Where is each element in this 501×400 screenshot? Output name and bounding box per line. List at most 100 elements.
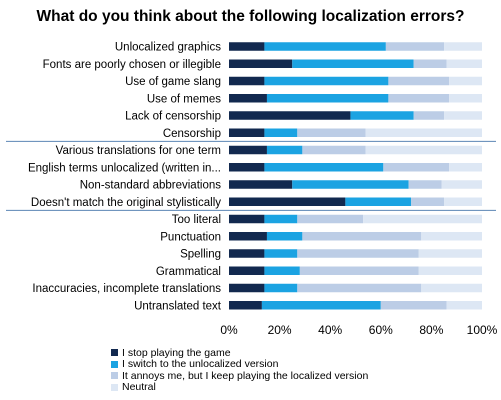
legend-label: I switch to the unlocalized version xyxy=(122,358,279,371)
bar-segment-15-series-1 xyxy=(229,283,265,293)
bar-segment-16-series-2 xyxy=(261,301,381,310)
bar-segment-1-series-2 xyxy=(264,42,386,51)
category-label: Doesn't match the original stylistically xyxy=(31,197,221,209)
bar-segment-10-series-2 xyxy=(345,197,412,206)
bar-segment-4-series-4 xyxy=(449,94,482,103)
bar-segment-7-series-3 xyxy=(302,145,366,155)
legend-swatch xyxy=(111,360,118,368)
bar-segment-11-series-1 xyxy=(229,214,265,224)
legend-label: Neutral xyxy=(122,381,156,394)
bar-segment-15-series-4 xyxy=(421,283,482,293)
legend-item: It annoys me, but I keep playing the loc… xyxy=(111,370,368,382)
bar-segment-15-series-2 xyxy=(264,283,298,293)
bar-segment-14-series-3 xyxy=(299,266,419,275)
category-label: Unlocalized graphics xyxy=(115,42,221,54)
x-tick-label: 100% xyxy=(467,323,498,337)
bar-segment-9-series-2 xyxy=(292,180,409,189)
bar-segment-13-series-4 xyxy=(418,249,482,258)
bar-segment-5-series-2 xyxy=(350,111,414,120)
category-label: Spelling xyxy=(180,249,221,261)
bar-segment-6-series-3 xyxy=(297,128,366,137)
bar-segment-14-series-1 xyxy=(229,266,265,275)
x-tick-label: 60% xyxy=(369,323,393,337)
bar-segment-7-series-1 xyxy=(229,145,267,155)
bar-segment-12-series-1 xyxy=(229,232,267,241)
bar-segment-1-series-3 xyxy=(385,42,445,51)
bar-segment-2-series-4 xyxy=(446,59,482,68)
bar-segment-11-series-3 xyxy=(297,214,364,224)
bar-segment-5-series-3 xyxy=(413,111,445,120)
legend-swatch xyxy=(111,383,118,391)
bar-segment-16-series-3 xyxy=(380,301,447,310)
bar-segment-3-series-4 xyxy=(449,76,482,86)
bar-segment-16-series-1 xyxy=(229,301,262,310)
category-labels: Unlocalized graphics Fonts are poorly cho… xyxy=(28,42,222,313)
bar-segment-6-series-4 xyxy=(365,128,482,137)
bar-segment-3-series-3 xyxy=(388,76,450,86)
bar-segment-16-series-4 xyxy=(446,301,482,310)
bar-segment-1-series-1 xyxy=(229,42,265,51)
bar-segment-6-series-2 xyxy=(264,128,298,137)
category-label: Too literal xyxy=(172,214,221,226)
legend-item: Neutral xyxy=(111,381,368,394)
bar-segment-2-series-2 xyxy=(292,59,414,68)
bar-segment-7-series-4 xyxy=(365,145,482,155)
bar-segment-13-series-2 xyxy=(264,249,298,258)
bar-segment-1-series-4 xyxy=(444,42,482,51)
category-label: Fonts are poorly chosen or illegible xyxy=(43,59,221,71)
category-label: Non-standard abbreviations xyxy=(80,180,222,192)
category-label: Punctuation xyxy=(160,231,221,243)
bar-segment-9-series-4 xyxy=(441,180,482,189)
legend-label: I stop playing the game xyxy=(122,346,231,359)
bar-segment-10-series-1 xyxy=(229,197,346,206)
category-label: English terms unlocalized (written in... xyxy=(28,162,221,174)
category-label: Various translations for one term xyxy=(56,145,221,157)
bar-segment-11-series-4 xyxy=(363,214,482,224)
category-label: Grammatical xyxy=(156,266,221,278)
x-axis-ticks: 0% 20% 40% 60% 80% 100% xyxy=(220,323,497,337)
bar-segment-4-series-3 xyxy=(388,94,450,103)
bar-segment-8-series-2 xyxy=(264,163,384,172)
group-separators xyxy=(6,140,496,211)
category-label: Inaccuracies, incomplete translations xyxy=(32,283,221,295)
category-label: Censorship xyxy=(163,128,221,140)
bar-segment-10-series-3 xyxy=(411,197,445,206)
bar-segment-12-series-3 xyxy=(302,232,422,241)
category-label: Use of game slang xyxy=(125,76,221,88)
legend-label: It annoys me, but I keep playing the loc… xyxy=(122,369,369,382)
bar-segment-3-series-1 xyxy=(229,76,265,86)
bar-segment-7-series-2 xyxy=(266,145,303,155)
bar-segment-2-series-3 xyxy=(413,59,447,68)
bar-segment-14-series-4 xyxy=(418,266,482,275)
bar-segment-8-series-3 xyxy=(383,163,450,172)
bar-segment-4-series-1 xyxy=(229,94,267,103)
bar-segment-13-series-3 xyxy=(297,249,419,258)
chart-title: What do you think about the following lo… xyxy=(36,8,465,25)
bar-segment-4-series-2 xyxy=(266,94,389,103)
bar-segment-8-series-1 xyxy=(229,163,265,172)
bars-layer xyxy=(229,42,482,310)
legend-item: I stop playing the game xyxy=(111,347,368,359)
bar-segment-9-series-3 xyxy=(408,180,442,189)
bar-segment-2-series-1 xyxy=(229,59,293,68)
bar-segment-9-series-1 xyxy=(229,180,293,189)
bar-segment-12-series-4 xyxy=(421,232,482,241)
bar-segment-10-series-4 xyxy=(444,197,482,206)
bar-segment-6-series-1 xyxy=(229,128,265,137)
category-label: Untranslated text xyxy=(134,300,222,312)
bar-segment-14-series-2 xyxy=(264,266,300,275)
bar-segment-15-series-3 xyxy=(297,283,422,293)
bar-segment-5-series-4 xyxy=(444,111,482,120)
x-tick-label: 20% xyxy=(268,323,292,337)
category-label: Use of memes xyxy=(147,93,221,105)
x-tick-label: 40% xyxy=(318,323,342,337)
bar-segment-8-series-4 xyxy=(449,163,482,172)
bar-segment-12-series-2 xyxy=(266,232,303,241)
x-tick-label: 80% xyxy=(419,323,443,337)
category-label: Lack of censorship xyxy=(125,111,221,123)
x-tick-label: 0% xyxy=(220,323,238,337)
bar-segment-11-series-2 xyxy=(264,214,298,224)
legend-swatch xyxy=(111,372,118,380)
bar-segment-5-series-1 xyxy=(229,111,351,120)
